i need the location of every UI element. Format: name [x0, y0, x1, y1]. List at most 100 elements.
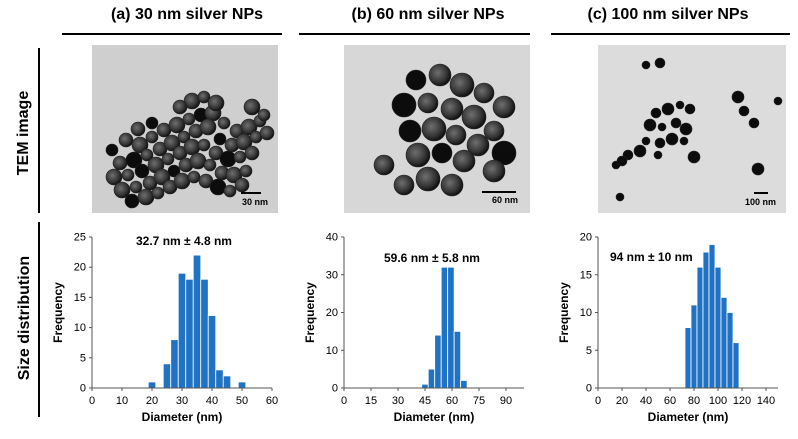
x-tick-label: 15	[365, 395, 377, 407]
nanoparticle	[130, 121, 146, 137]
x-tick-label: 40	[640, 395, 652, 407]
nanoparticle	[405, 142, 431, 168]
nanoparticle	[421, 116, 447, 142]
column-rule-b	[299, 33, 530, 35]
nanoparticle	[643, 118, 657, 132]
nanoparticle	[161, 152, 175, 166]
nanoparticle	[633, 144, 647, 158]
nanoparticle	[675, 100, 685, 110]
nanoparticle	[197, 138, 211, 152]
x-tick-label: 120	[733, 395, 751, 407]
size-annotation: 94 nm ± 10 nm	[610, 250, 693, 264]
nanoparticle	[134, 163, 150, 179]
column-title-a: (a) 30 nm silver NPs	[110, 6, 264, 23]
nanoparticle	[207, 94, 225, 112]
nanoparticle	[641, 60, 651, 70]
y-axis-label: Frequency	[51, 282, 65, 343]
nanoparticle	[650, 107, 662, 119]
histogram-bar	[696, 266, 704, 389]
nanoparticle	[466, 133, 490, 157]
nanoparticle	[235, 133, 253, 151]
nanoparticle	[449, 72, 475, 98]
nanoparticle	[653, 150, 663, 160]
y-tick-label: 40	[326, 232, 338, 244]
nanoparticle	[239, 164, 253, 178]
nanoparticle	[168, 116, 186, 134]
nanoparticle	[172, 99, 188, 115]
nanoparticle	[452, 149, 476, 173]
x-tick-label: 10	[116, 395, 128, 407]
y-axis-label: Frequency	[303, 282, 317, 343]
scale-bar-label-c: 100 nm	[744, 197, 776, 207]
nanoparticle	[373, 154, 395, 176]
nanoparticle	[461, 104, 487, 130]
nanoparticle	[440, 97, 464, 121]
nanoparticle	[661, 102, 675, 116]
y-axis-label: Frequency	[557, 282, 571, 343]
x-tick-label: 75	[473, 395, 485, 407]
x-tick-label: 80	[688, 395, 700, 407]
scale-bar-a	[241, 192, 261, 194]
tem-image-b: 60 nm	[344, 45, 530, 213]
histogram-bar	[684, 327, 692, 389]
y-tick-label: 0	[80, 383, 86, 395]
nanoparticle	[641, 136, 651, 146]
y-tick-label: 30	[326, 269, 338, 281]
nanoparticle	[473, 82, 495, 104]
x-tick-label: 30	[392, 395, 404, 407]
nanoparticle	[113, 181, 131, 199]
nanoparticle	[415, 166, 441, 192]
nanoparticle	[145, 130, 159, 144]
nanoparticle	[679, 122, 693, 136]
histogram-bar	[714, 266, 722, 389]
y-tick-label: 20	[580, 232, 592, 244]
nanoparticle	[177, 130, 191, 144]
y-tick-label: 5	[80, 352, 86, 364]
x-axis-label: Diameter (nm)	[142, 410, 223, 424]
row-rule-tem	[38, 48, 40, 213]
nanoparticle	[616, 155, 628, 167]
nanoparticle	[417, 92, 439, 114]
tem-image-a-picture	[92, 45, 278, 213]
histogram-bar	[702, 251, 710, 389]
nanoparticle	[125, 151, 143, 169]
nanoparticle	[483, 120, 505, 142]
x-tick-label: 0	[89, 395, 95, 407]
tem-image-c-picture	[598, 45, 786, 213]
histogram-bar	[726, 312, 734, 389]
nanoparticle	[679, 136, 689, 146]
nanoparticle	[257, 108, 271, 122]
y-tick-label: 10	[326, 345, 338, 357]
x-tick-label: 20	[616, 395, 628, 407]
y-tick-label: 0	[586, 383, 592, 395]
histogram-bar	[708, 244, 716, 389]
column-rule-a	[62, 33, 282, 35]
nanoparticle	[129, 180, 143, 194]
nanoparticle	[654, 57, 666, 69]
nanoparticle	[491, 140, 517, 166]
x-tick-label: 0	[595, 395, 601, 407]
nanoparticle	[492, 95, 516, 119]
nanoparticle	[118, 132, 134, 148]
nanoparticle	[151, 186, 165, 200]
nanoparticle	[243, 98, 261, 116]
x-tick-label: 60	[266, 395, 278, 407]
nanoparticle	[217, 116, 231, 130]
nanoparticle	[391, 92, 417, 118]
column-title-c: (c) 100 nm silver NPs	[587, 6, 749, 23]
nanoparticle	[398, 119, 422, 143]
x-tick-label: 50	[236, 395, 248, 407]
x-tick-label: 40	[206, 395, 218, 407]
nanoparticle	[223, 184, 237, 198]
x-tick-label: 20	[146, 395, 158, 407]
nanoparticle	[657, 122, 667, 132]
nanoparticle	[203, 158, 217, 172]
nanoparticle	[731, 90, 745, 104]
nanoparticle	[121, 168, 135, 182]
size-annotation: 59.6 nm ± 5.8 nm	[384, 251, 480, 265]
histogram-bar	[690, 304, 698, 389]
tem-image-c: 100 nm	[598, 45, 786, 213]
nanoparticle	[751, 162, 765, 176]
